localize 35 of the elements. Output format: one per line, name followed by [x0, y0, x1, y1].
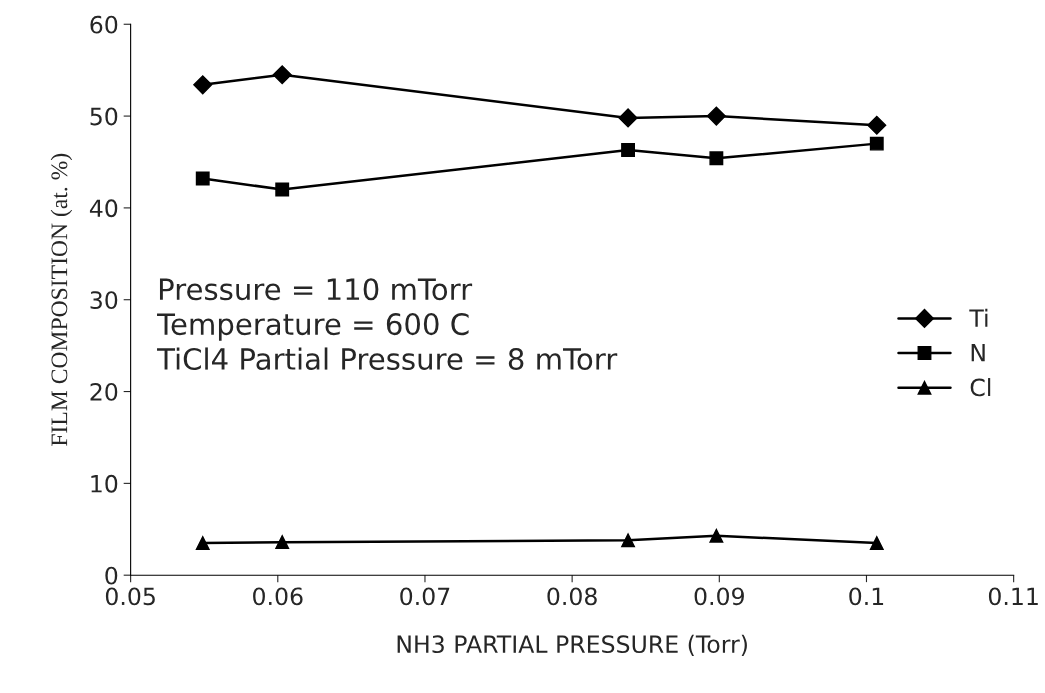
legend-label: Ti — [969, 308, 988, 327]
x-tick-label: 0.06 — [253, 587, 303, 606]
y-axis-title: FILM COMPOSITION (at. %) — [50, 153, 73, 446]
x-tick-label: 0.05 — [105, 587, 155, 606]
x-tick-label: 0.07 — [400, 587, 450, 606]
point — [193, 75, 213, 95]
point — [709, 151, 724, 166]
point — [618, 108, 638, 128]
point — [867, 115, 887, 135]
x-tick-label: 0.1 — [849, 587, 884, 606]
point — [869, 136, 884, 151]
point — [275, 535, 290, 550]
annotation: Pressure = 110 mTorr Temperature = 600 C TiCl4 Partial Pressure = 8 mTorr — [157, 278, 618, 371]
legend-label: N — [971, 344, 985, 362]
point — [709, 528, 724, 543]
x-tick-label: 0.09 — [694, 587, 744, 606]
y-tick-label: 60 — [90, 15, 118, 34]
point — [195, 171, 210, 186]
y-tick-label: 20 — [90, 382, 118, 401]
x-tick-label: 0.08 — [547, 587, 597, 606]
point — [195, 536, 210, 550]
y-tick-label: 30 — [90, 291, 118, 310]
point — [275, 182, 290, 197]
point — [621, 533, 636, 548]
point — [272, 65, 292, 85]
y-tick-label: 50 — [90, 107, 118, 126]
y-tick-label: 0 — [105, 566, 118, 585]
y-tick-label: 40 — [89, 199, 118, 218]
point — [621, 143, 636, 157]
x-axis-title: NH3 PARTIAL PRESSURE (Torr) — [397, 634, 747, 656]
point — [706, 106, 726, 126]
y-tick-label: 10 — [91, 474, 118, 493]
point — [869, 536, 884, 550]
legend-label: Cl — [970, 378, 991, 397]
x-tick-label: 0.11 — [988, 587, 1038, 606]
